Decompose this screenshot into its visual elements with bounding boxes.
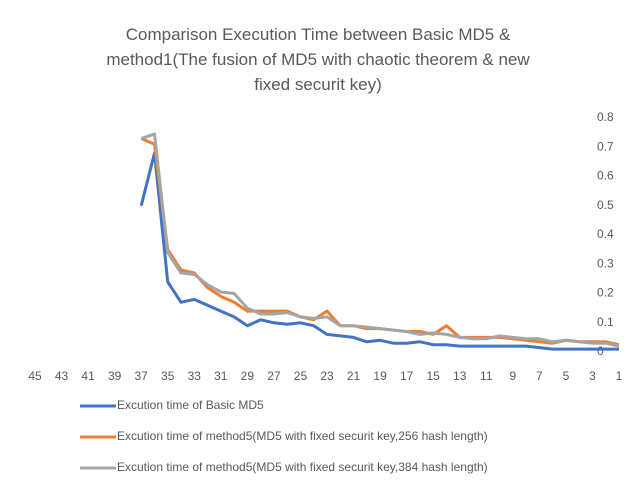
x-tick-label: 9 <box>509 369 516 383</box>
x-tick-label: 5 <box>563 369 570 383</box>
x-tick-label: 13 <box>453 369 467 383</box>
y-tick-label: 0.5 <box>597 198 614 212</box>
x-tick-label: 29 <box>241 369 255 383</box>
y-tick-label: 0.3 <box>597 256 614 270</box>
legend-label: Excution time of Basic MD5 <box>117 398 264 412</box>
x-tick-label: 41 <box>81 369 95 383</box>
x-tick-label: 39 <box>108 369 122 383</box>
x-tick-label: 31 <box>214 369 228 383</box>
x-tick-label: 11 <box>480 369 493 383</box>
y-tick-label: 0.6 <box>597 169 614 183</box>
x-tick-label: 15 <box>427 369 441 383</box>
y-tick-label: 0.7 <box>597 139 614 153</box>
x-tick-label: 33 <box>188 369 202 383</box>
series-line <box>139 151 619 351</box>
x-tick-label: 37 <box>135 369 149 383</box>
series-line <box>140 132 620 348</box>
y-tick-label: 0.8 <box>597 110 614 124</box>
x-tick-label: 25 <box>294 369 308 383</box>
x-tick-label: 35 <box>161 369 175 383</box>
x-tick-label: 7 <box>536 369 543 383</box>
x-tick-label: 17 <box>400 369 414 383</box>
x-tick-label: 1 <box>616 369 623 383</box>
y-tick-label: 0.4 <box>597 227 614 241</box>
x-tick-label: 3 <box>589 369 596 383</box>
x-tick-label: 23 <box>320 369 334 383</box>
chart-title: Comparison Execution Time between Basic … <box>106 25 530 94</box>
x-tick-label: 27 <box>267 369 281 383</box>
x-tick-label: 43 <box>55 369 69 383</box>
x-tick-label: 45 <box>28 369 42 383</box>
y-tick-label: 0 <box>597 344 604 358</box>
x-tick-label: 19 <box>373 369 387 383</box>
y-tick-label: 0.1 <box>597 315 614 329</box>
legend-label: Excution time of method5(MD5 with fixed … <box>117 460 488 474</box>
y-tick-label: 0.2 <box>597 286 614 300</box>
x-tick-label: 21 <box>347 369 361 383</box>
legend-label: Excution time of method5(MD5 with fixed … <box>117 429 488 443</box>
series-line <box>140 137 620 347</box>
